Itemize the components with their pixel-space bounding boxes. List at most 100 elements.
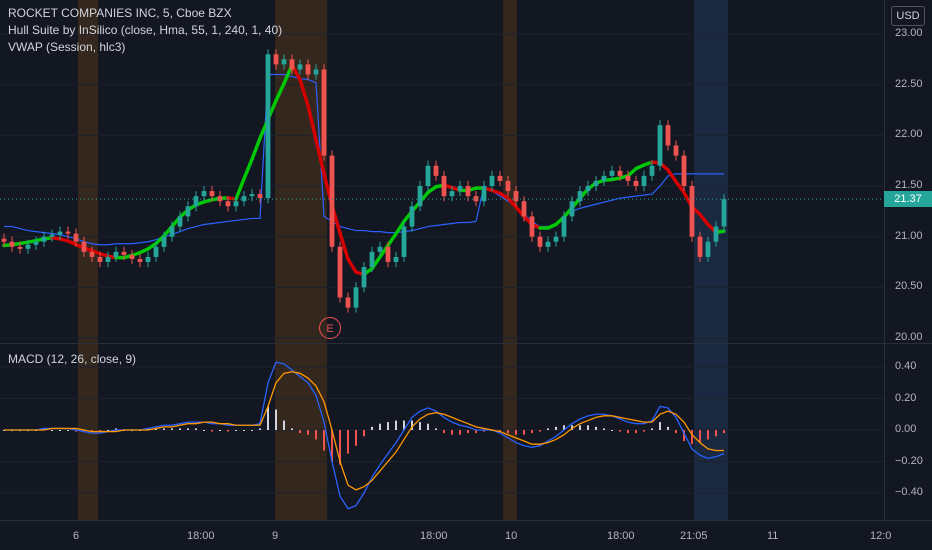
candle-body [449, 191, 455, 197]
candle-body [161, 236, 167, 247]
candle-body [145, 256, 151, 262]
candle-body [441, 175, 447, 197]
macd-bar [611, 430, 613, 431]
macd-bar [363, 430, 365, 437]
candle-body [65, 231, 71, 234]
hull-segment [506, 196, 518, 209]
candle-body [481, 186, 487, 202]
macd-legend[interactable]: MACD (12, 26, close, 9) [8, 352, 137, 366]
macd-bar [251, 430, 253, 431]
macd-bar [91, 430, 93, 432]
macd-bar [643, 430, 645, 432]
candle-body [257, 194, 263, 199]
macd-bar [427, 423, 429, 430]
candle-body [289, 59, 295, 70]
candle-body [193, 196, 199, 207]
macd-bar [691, 430, 693, 445]
candle-body [665, 125, 671, 146]
candle-body [705, 241, 711, 257]
hull-segment [674, 179, 686, 195]
candle-body [537, 236, 543, 247]
candle-body [625, 175, 631, 181]
candle-body [409, 206, 415, 227]
macd-bar [419, 422, 421, 430]
macd-bar [219, 430, 221, 431]
candle-body [433, 165, 439, 176]
macd-bar [395, 420, 397, 430]
hull-segment [666, 168, 678, 184]
candle-body [681, 155, 687, 186]
macd-bar [411, 420, 413, 430]
hull-segment [346, 257, 358, 274]
candle-body [393, 256, 399, 262]
macd-bar [667, 426, 669, 430]
price-tick-label: 22.00 [895, 128, 923, 141]
hull-segment [306, 103, 318, 142]
macd-bar [459, 430, 461, 435]
candle-body [49, 234, 55, 237]
candle-body [657, 125, 663, 166]
macd-bar [299, 430, 301, 434]
vwap-legend[interactable]: VWAP (Session, hlc3) [8, 40, 126, 54]
hull-band [2, 63, 726, 277]
pane-dividers [0, 0, 932, 521]
gridlines [0, 33, 884, 494]
macd-bar [651, 428, 653, 430]
candle-body [553, 236, 559, 242]
candle-body [25, 244, 31, 249]
time-tick-label: 12:0 [870, 530, 892, 542]
candle-body [369, 251, 375, 268]
macd-tick-label: −0.40 [895, 486, 923, 498]
macd-bar [171, 428, 173, 430]
macd-bar [563, 425, 565, 430]
macd-bar [539, 430, 541, 432]
candle-body [417, 186, 423, 207]
time-tick-label: 11 [767, 530, 779, 542]
symbol-legend[interactable]: ROCKET COMPANIES INC, 5, Cboe BZX [8, 6, 232, 20]
candle-body [41, 236, 47, 242]
hull-segment [274, 81, 286, 103]
candle-body [225, 201, 231, 207]
macd-bar [635, 430, 637, 434]
macd-bar [323, 430, 325, 451]
macd-bar [379, 423, 381, 430]
candle-body [457, 186, 463, 192]
candle-body [593, 180, 599, 186]
macd-bar [155, 428, 157, 430]
candle-body [273, 54, 279, 65]
currency-button[interactable]: USD [891, 6, 925, 26]
macd-bar [259, 428, 261, 430]
macd-bar [227, 430, 229, 432]
macd-bar [187, 428, 189, 430]
time-tick-label: 18:00 [420, 530, 448, 542]
candle-body [609, 170, 615, 176]
macd-bar [699, 430, 701, 443]
macd-bar [683, 430, 685, 442]
macd-bar [499, 430, 501, 432]
macd-bar [531, 430, 533, 434]
hull-legend[interactable]: Hull Suite by InSilico (close, Hma, 55, … [8, 23, 283, 37]
candle-body [137, 258, 143, 262]
candle-body [353, 287, 359, 308]
candle-body [721, 199, 727, 227]
macd-bar [243, 430, 245, 431]
candle-body [233, 201, 239, 207]
macd-bar [347, 430, 349, 454]
candle-body [649, 165, 655, 176]
hull-segment [250, 136, 262, 161]
signal-line [4, 371, 724, 491]
candle-body [713, 226, 719, 242]
candle-body [97, 256, 103, 262]
candle-body [201, 191, 207, 197]
macd-bar [83, 430, 85, 432]
earnings-event-marker[interactable]: E [319, 317, 341, 339]
candle-body [177, 216, 183, 227]
macd-bar [723, 430, 725, 434]
candle-body [129, 254, 135, 259]
candle-body [689, 186, 695, 237]
candle-body [617, 170, 623, 176]
candle-body [489, 175, 495, 186]
candle-body [385, 246, 391, 262]
hull-segment [298, 77, 310, 108]
